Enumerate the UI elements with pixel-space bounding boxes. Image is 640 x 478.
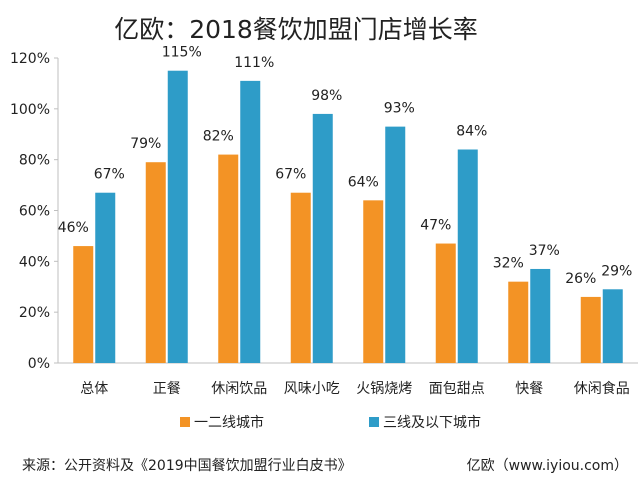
brand-note: 亿欧（www.iyiou.com） <box>467 458 628 474</box>
y-tick-label: 120% <box>10 51 50 67</box>
data-label: 67% <box>275 167 306 183</box>
bar-series-1 <box>218 154 239 363</box>
data-label: 79% <box>130 136 161 152</box>
data-label: 37% <box>529 243 560 259</box>
data-label: 84% <box>456 124 487 140</box>
data-labels: 46% 67% 79% 115% 82% 111% 67% 98% 64% 93% 47% 84% 32… <box>58 45 633 287</box>
bar-series-1 <box>580 296 601 363</box>
y-tick-label: 20% <box>19 305 50 321</box>
data-label: 82% <box>203 129 234 145</box>
y-tick-label: 0% <box>28 356 50 372</box>
category-labels: 总体 正餐 休闲饮品 风味小吃 火锅烧烤 面包甜点 快餐 休闲食品 <box>80 380 630 397</box>
x-tick-label: 总体 <box>80 381 108 397</box>
x-tick-label: 休闲饮品 <box>211 381 267 397</box>
legend-label-series-2: 三线及以下城市 <box>383 414 481 431</box>
bars <box>73 70 623 364</box>
legend-swatch-series-1 <box>180 417 190 427</box>
bar-series-2 <box>457 149 478 363</box>
y-axis-ticks: 0% 20% 40% 60% 80% 100% 120% <box>10 51 58 372</box>
data-label: 47% <box>420 218 451 234</box>
y-tick-label: 40% <box>19 254 50 270</box>
legend: 一二线城市 三线及以下城市 <box>180 414 481 431</box>
y-tick-label: 80% <box>19 153 50 169</box>
bar-series-2 <box>167 70 188 363</box>
source-note: 来源：公开资料及《2019中国餐饮加盟行业白皮书》 <box>22 458 352 474</box>
bar-series-1 <box>290 192 311 363</box>
bar-series-1 <box>363 200 384 363</box>
bar-series-2 <box>602 289 623 363</box>
y-tick-label: 60% <box>19 204 50 220</box>
chart-title: 亿欧：2018餐饮加盟门店增长率 <box>114 15 478 44</box>
legend-swatch-series-2 <box>369 417 379 427</box>
bar-series-2 <box>385 126 406 363</box>
x-tick-label: 正餐 <box>153 381 181 397</box>
legend-label-series-1: 一二线城市 <box>194 414 264 431</box>
x-tick-label: 火锅烧烤 <box>356 381 412 397</box>
bar-series-2 <box>312 113 333 364</box>
bar-series-1 <box>145 162 166 363</box>
bar-series-2 <box>95 192 116 363</box>
data-label: 26% <box>565 271 596 287</box>
x-tick-label: 休闲食品 <box>574 380 630 397</box>
bar-series-2 <box>530 268 551 363</box>
x-tick-label: 快餐 <box>515 381 543 397</box>
data-label: 29% <box>601 263 632 279</box>
data-label: 46% <box>58 220 89 236</box>
data-label: 93% <box>384 101 415 117</box>
bar-series-2 <box>240 80 261 363</box>
y-tick-label: 100% <box>10 102 50 118</box>
data-label: 111% <box>234 55 274 71</box>
bar-series-1 <box>73 246 94 363</box>
x-tick-label: 面包甜点 <box>429 381 485 397</box>
data-label: 64% <box>348 174 379 190</box>
bar-series-1 <box>508 281 529 363</box>
data-label: 67% <box>94 167 125 183</box>
data-label: 32% <box>493 256 524 272</box>
data-label: 115% <box>162 45 202 61</box>
x-tick-label: 风味小吃 <box>284 381 340 397</box>
bar-series-1 <box>435 243 456 363</box>
data-label: 98% <box>311 88 342 104</box>
